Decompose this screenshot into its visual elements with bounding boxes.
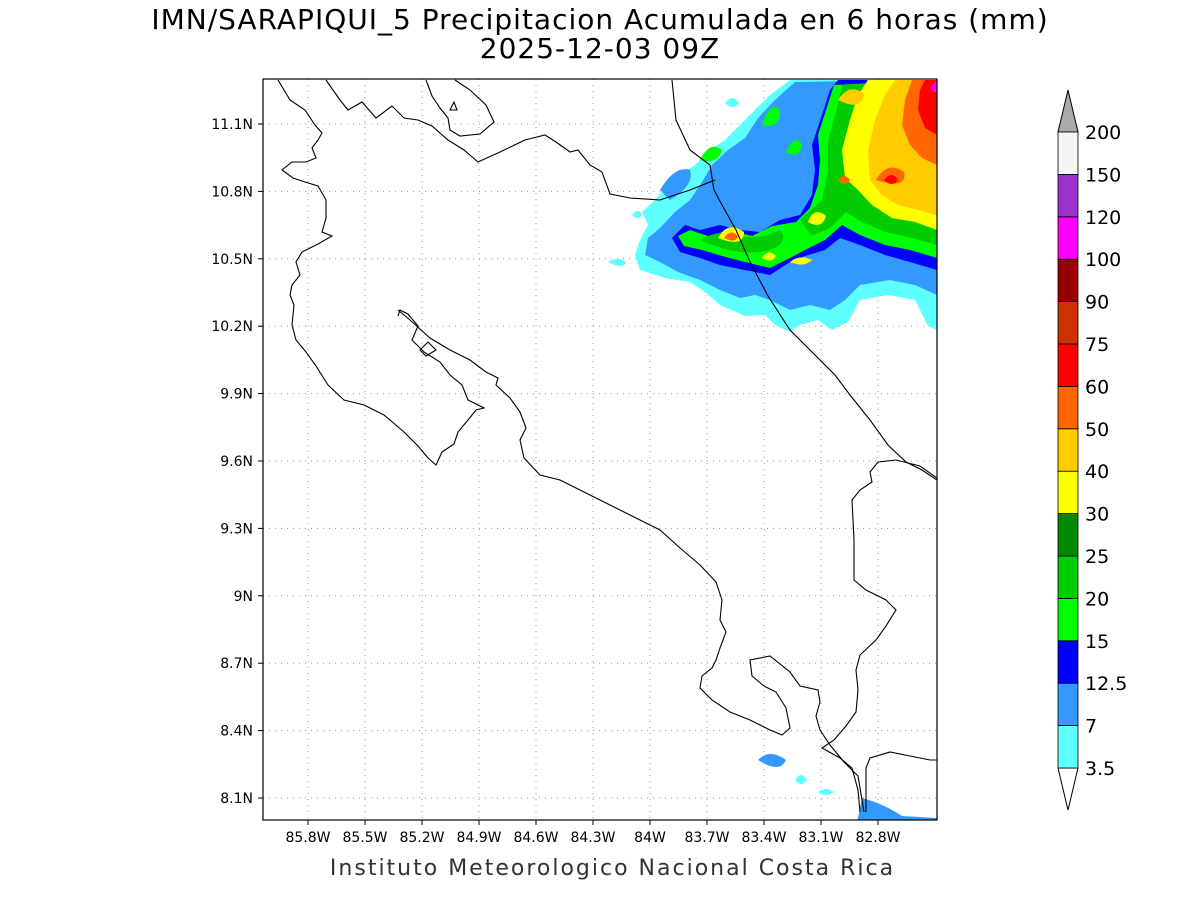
colorbar-swatch [1057, 470, 1079, 515]
lake-island [449, 100, 458, 111]
lon-tick-label: 85.5W [342, 830, 387, 846]
lat-tick-label: 8.7N [220, 656, 253, 672]
precip-blob-30 [790, 257, 812, 265]
colorbar-label: 100 [1085, 249, 1121, 271]
precip-blob-30 [808, 212, 826, 225]
precip-blob-15 [762, 107, 780, 126]
precip-region-60 [918, 80, 937, 135]
precip-blob-50 [838, 176, 850, 184]
coastlines [277, 79, 937, 813]
lon-tick-label: 84.6W [513, 830, 558, 846]
longitude-axis: 85.8W 85.5W 85.2W 84.9W 84.6W 84.3W 84W 83.7W 83… [285, 820, 901, 846]
precip-blob-7 [857, 798, 937, 820]
colorbar-swatch [1057, 513, 1079, 557]
lat-tick-label: 10.2N [211, 319, 253, 335]
colorbar-swatch [1057, 301, 1079, 345]
lat-tick-label: 11.1N [211, 117, 253, 133]
map-title: IMN/SARAPIQUI_5 Precipitacion Acumulada … [151, 3, 1049, 36]
precip-blob-100 [930, 80, 937, 94]
colorbar-swatch [1057, 216, 1079, 260]
colorbar-swatch [1057, 258, 1079, 303]
lon-tick-label: 84W [634, 830, 666, 846]
lon-tick-label: 85.2W [399, 830, 444, 846]
panama-west-coast [820, 459, 937, 813]
lat-tick-label: 9.6N [220, 454, 253, 470]
nicaragua-border [325, 79, 716, 201]
colorbar-label: 20 [1085, 588, 1109, 610]
precip-blob-7 [818, 789, 834, 795]
nicoya-peninsula-coast [291, 304, 486, 466]
lat-tick-label: 9N [234, 589, 253, 605]
colorbar-label: 25 [1085, 546, 1109, 568]
colorbar-label: 3.5 [1085, 758, 1115, 780]
lake-coast-north [425, 79, 495, 137]
lon-tick-label: 83.4W [741, 830, 786, 846]
precip-blob-30 [762, 252, 776, 261]
burica-point [865, 751, 937, 812]
map-frame [262, 78, 938, 821]
precip-blob-15 [786, 140, 802, 155]
colorbar-label: 75 [1085, 334, 1109, 356]
precip-blob-40 [838, 89, 864, 105]
colorbar-swatch [1057, 598, 1079, 642]
colorbar-label: 50 [1085, 419, 1109, 441]
gulf-island [419, 341, 437, 357]
lon-tick-label: 84.3W [570, 830, 615, 846]
colorbar-swatch [1057, 555, 1079, 599]
nicaragua-lake-shore [277, 79, 334, 306]
precip-blob-50 [724, 232, 738, 241]
colorbar-swatch [1057, 640, 1079, 684]
colorbar: 3.5 7 12.5 15 20 25 30 40 50 60 75 90 100 120 150 200 [1057, 89, 1127, 811]
colorbar-label: 90 [1085, 292, 1109, 314]
lat-tick-label: 8.1N [220, 791, 253, 807]
latitude-axis: 11.1N 10.8N 10.5N 10.2N 9.9N 9.6N 9.3N 9N 8.7N 8.… [211, 117, 263, 807]
colorbar-swatch [1057, 682, 1079, 727]
colorbar-label: 120 [1085, 207, 1121, 229]
colorbar-swatch [1057, 173, 1079, 218]
lon-tick-label: 84.9W [456, 830, 501, 846]
lon-tick-label: 82.8W [855, 830, 900, 846]
map-grid [263, 79, 937, 820]
lat-tick-label: 9.9N [220, 387, 253, 403]
lon-tick-label: 85.8W [285, 830, 330, 846]
colorbar-swatch [1057, 725, 1079, 769]
colorbar-label: 150 [1085, 164, 1121, 186]
colorbar-max-arrow [1057, 89, 1079, 133]
precip-blob-60 [884, 175, 898, 184]
colorbar-label: 200 [1085, 122, 1121, 144]
colorbar-label: 7 [1085, 716, 1097, 738]
lat-tick-label: 9.3N [220, 521, 253, 537]
precip-blob-7 [758, 754, 786, 767]
footer-credit: Instituto Meteorologico Nacional Costa R… [329, 856, 896, 881]
precip-blob-7 [660, 169, 691, 200]
colorbar-min-arrow [1057, 767, 1079, 811]
precip-blob-15 [700, 146, 722, 162]
lat-tick-label: 10.5N [211, 252, 253, 268]
colorbar-swatch [1057, 428, 1079, 472]
colorbar-swatch [1057, 131, 1079, 175]
lon-tick-label: 83.1W [798, 830, 843, 846]
colorbar-label: 60 [1085, 376, 1109, 398]
colorbar-label: 30 [1085, 504, 1109, 526]
colorbar-swatch [1057, 343, 1079, 387]
lon-tick-label: 83.7W [684, 830, 729, 846]
lat-tick-label: 10.8N [211, 184, 253, 200]
costa-rica-panama-border [671, 79, 937, 481]
precip-blob-7 [795, 775, 807, 784]
precipitation-field [608, 80, 937, 820]
precip-blob-3-5 [608, 259, 626, 266]
lat-tick-label: 8.4N [220, 724, 253, 740]
colorbar-swatch [1057, 385, 1079, 430]
colorbar-label: 15 [1085, 631, 1109, 653]
precip-blob-3-5 [725, 98, 739, 107]
map-subtitle-valid-time: 2025-12-03 09Z [479, 32, 721, 65]
gulf-of-nicoya-coast [397, 309, 865, 813]
precip-blob-3-5 [632, 211, 642, 218]
colorbar-label: 12.5 [1085, 673, 1127, 695]
colorbar-label: 40 [1085, 461, 1109, 483]
